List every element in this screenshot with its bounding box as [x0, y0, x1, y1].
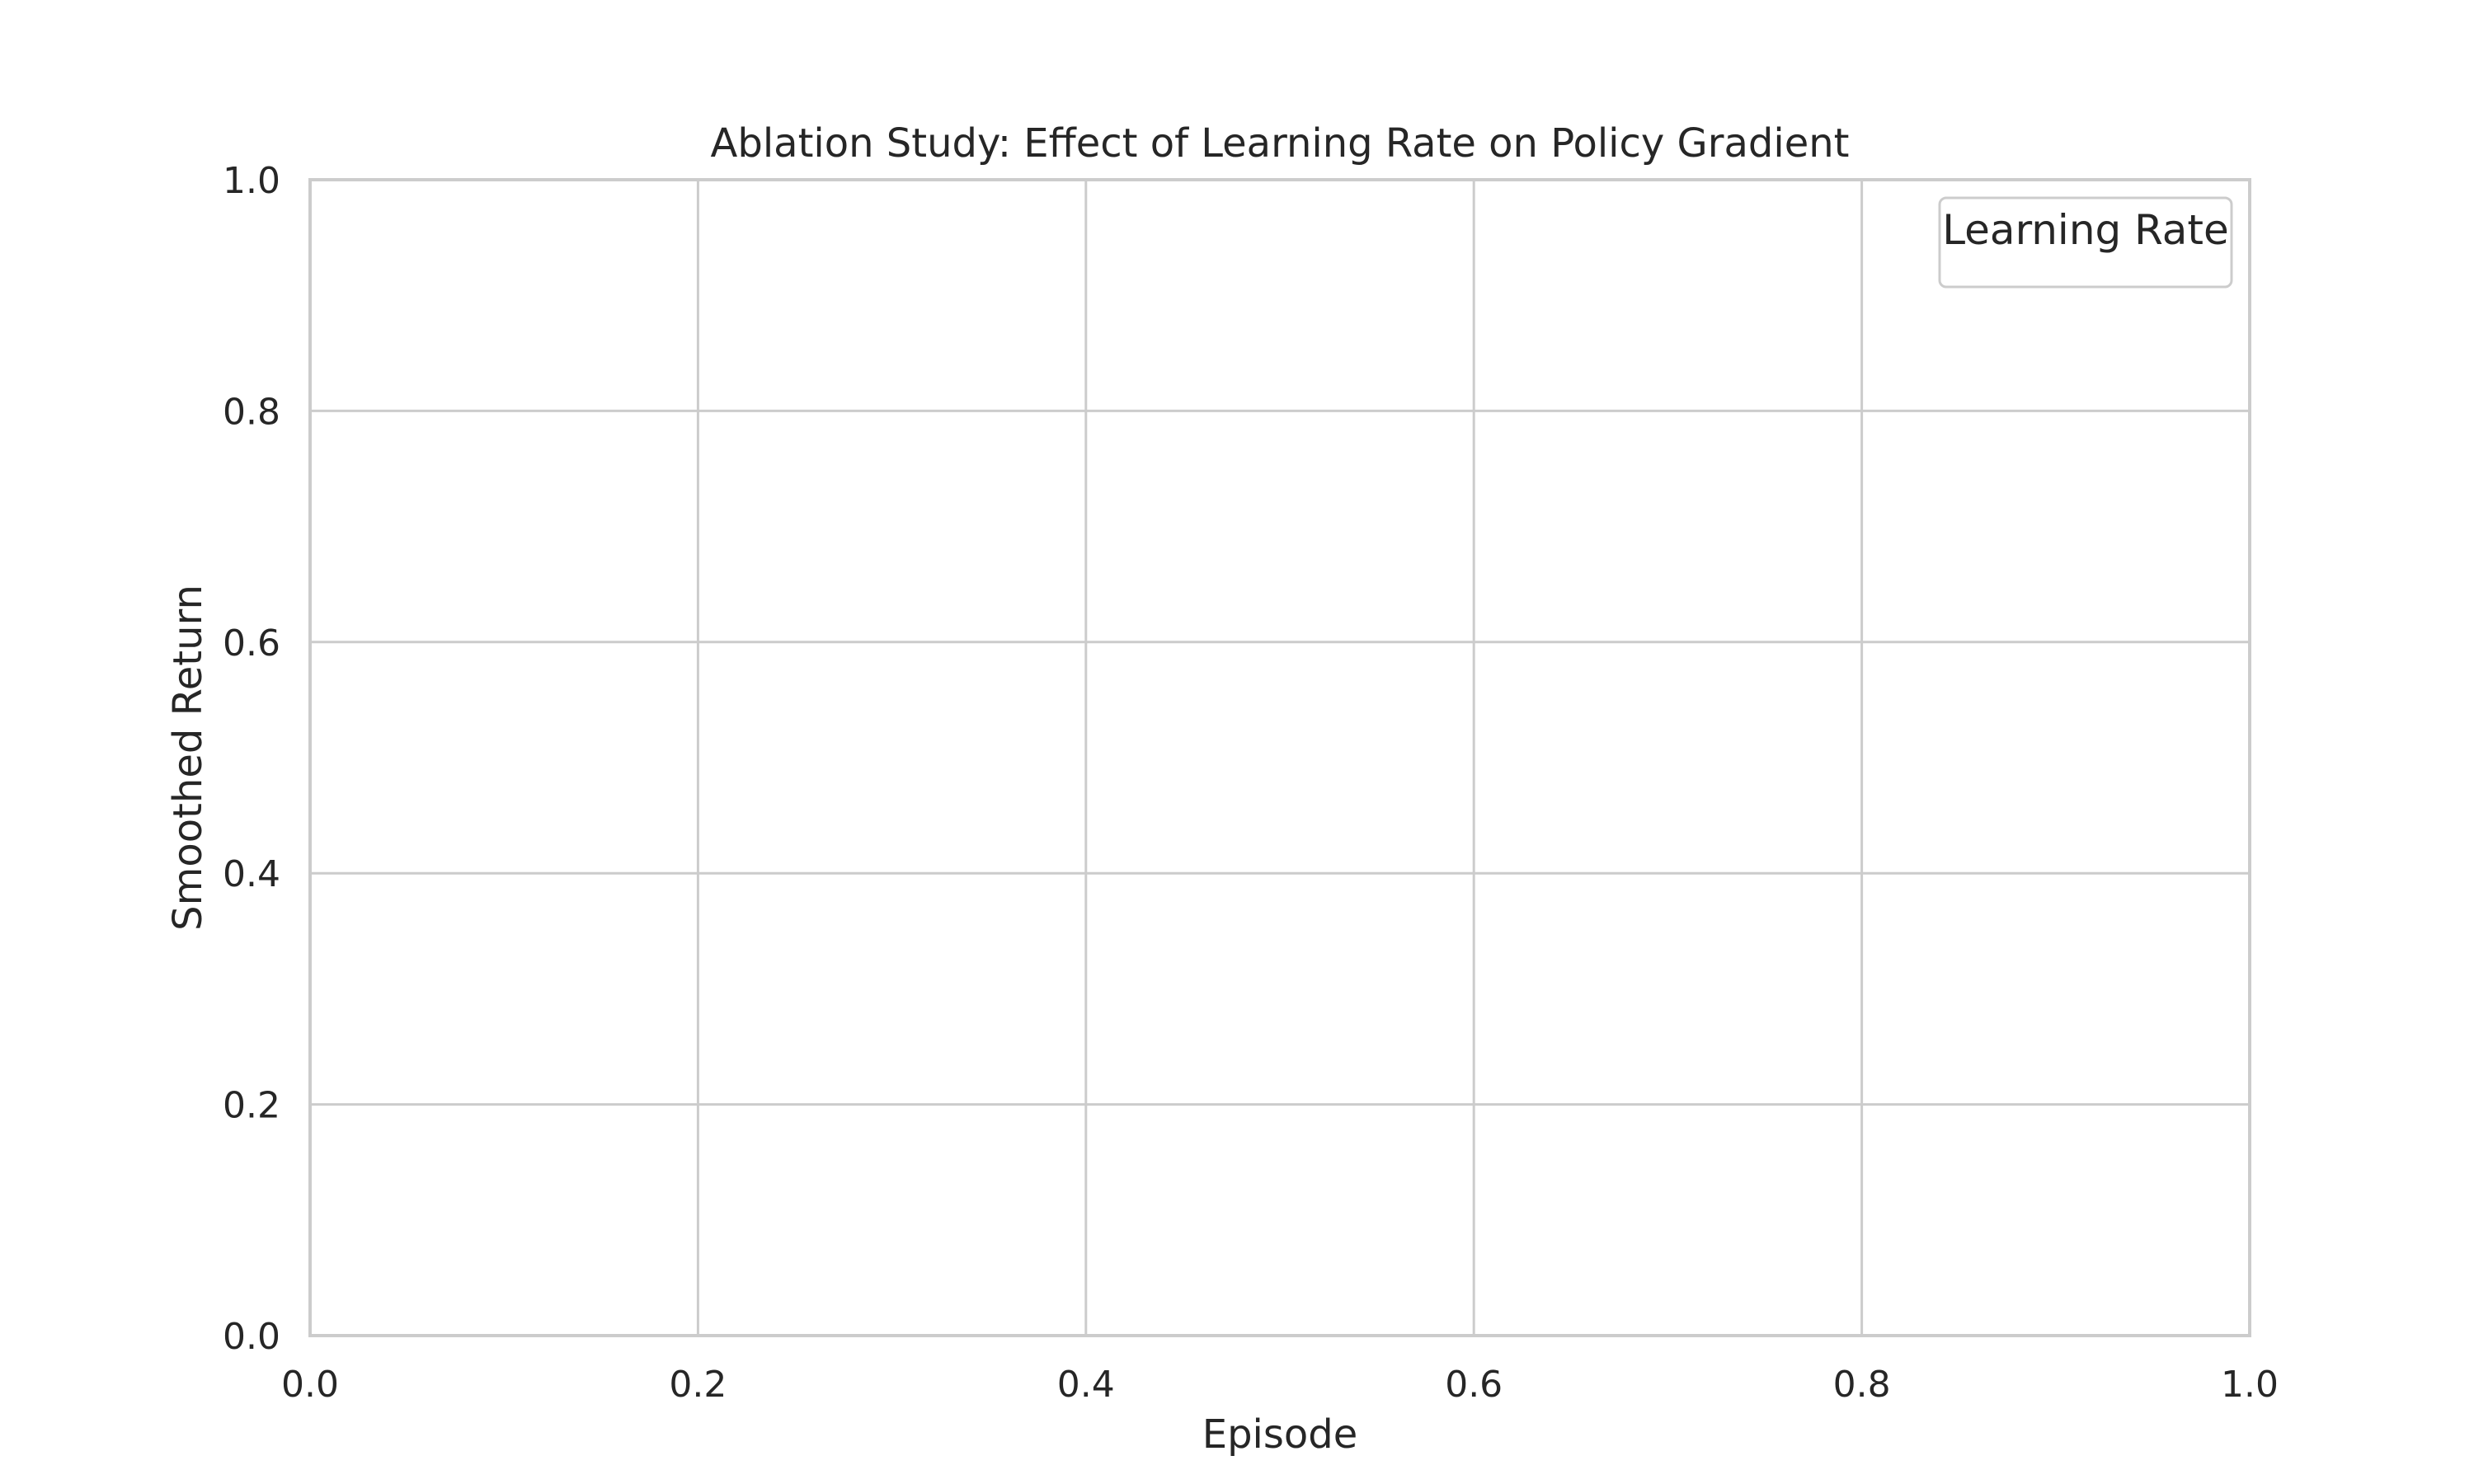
plot-background	[310, 180, 2250, 1336]
x-tick-label: 0.4	[1057, 1364, 1115, 1406]
x-axis-label: Episode	[1202, 1411, 1358, 1458]
y-tick-label: 0.6	[223, 622, 280, 665]
y-axis-label: Smoothed Return	[165, 585, 211, 931]
plot-frame	[308, 178, 2251, 1337]
x-tick-label: 0.6	[1445, 1364, 1503, 1406]
legend-title: Learning Rate	[1942, 206, 2229, 254]
y-tick-label: 0.4	[223, 853, 280, 895]
y-tick-label: 1.0	[223, 160, 280, 202]
x-tick-label: 0.8	[1833, 1364, 1891, 1406]
x-tick-label: 0.0	[281, 1364, 339, 1406]
x-tick-label: 0.2	[669, 1364, 727, 1406]
y-tick-labels: 0.0 0.2 0.4 0.6 0.8 1.0	[223, 160, 280, 1358]
legend-box	[1938, 196, 2233, 289]
y-tick-label: 0.8	[223, 391, 280, 433]
legend: Learning Rate	[1938, 196, 2233, 289]
y-tick-label: 0.0	[223, 1316, 280, 1358]
x-tick-labels: 0.0 0.2 0.4 0.6 0.8 1.0	[281, 1364, 2279, 1406]
y-tick-label: 0.2	[223, 1085, 280, 1127]
chart-title: Ablation Study: Effect of Learning Rate …	[711, 120, 1850, 167]
x-tick-label: 1.0	[2221, 1364, 2279, 1406]
